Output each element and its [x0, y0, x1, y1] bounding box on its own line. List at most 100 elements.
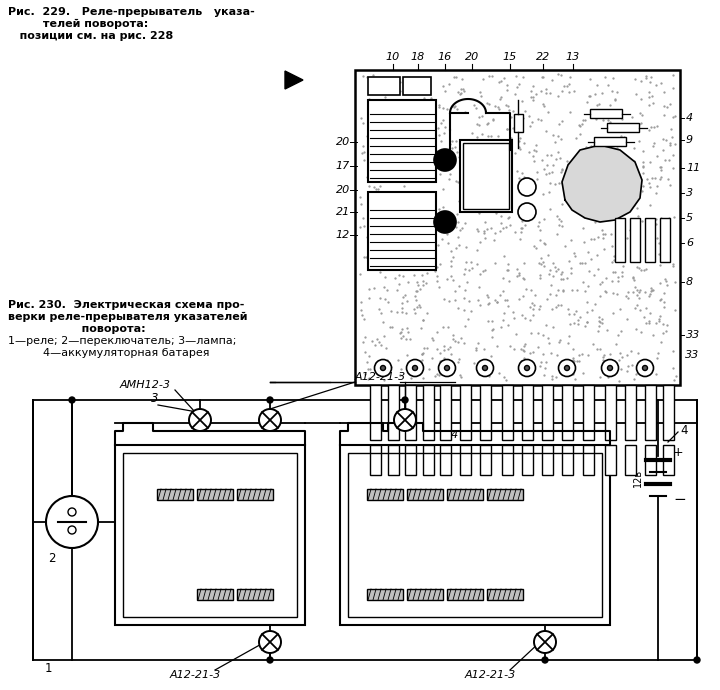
Point [384, 73, 395, 84]
Point [530, 146, 541, 157]
Point [442, 322, 454, 333]
Point [626, 120, 638, 131]
Point [375, 308, 387, 319]
Point [473, 144, 485, 155]
Circle shape [46, 496, 98, 548]
Point [667, 345, 678, 356]
Point [567, 353, 579, 364]
Point [647, 284, 658, 295]
Point [610, 238, 621, 249]
Point [487, 332, 498, 343]
Point [613, 355, 624, 366]
Point [594, 371, 606, 382]
Point [669, 139, 680, 150]
Point [505, 132, 517, 144]
Point [628, 273, 639, 284]
Point [528, 310, 539, 321]
Point [404, 333, 415, 344]
Point [545, 348, 557, 359]
Point [503, 135, 515, 146]
Point [397, 121, 408, 132]
Point [443, 238, 454, 249]
Point [492, 173, 504, 184]
Point [504, 220, 516, 231]
Point [516, 209, 527, 220]
Point [565, 268, 577, 279]
Point [544, 288, 556, 299]
Point [604, 117, 616, 128]
Point [505, 111, 517, 122]
Point [456, 222, 467, 233]
Point [415, 212, 427, 223]
Point [559, 240, 571, 251]
Bar [197, 589, 233, 600]
Point [570, 251, 581, 262]
Point [654, 293, 666, 304]
Point [377, 361, 388, 372]
Point [605, 99, 616, 110]
Point [582, 349, 594, 360]
Point [480, 233, 491, 244]
Point [621, 290, 632, 302]
Point [436, 234, 448, 245]
Point [482, 292, 493, 303]
Point [555, 133, 567, 144]
Point [525, 284, 536, 295]
Point [517, 167, 528, 178]
Bar [514, 114, 523, 132]
Point [420, 157, 431, 168]
Point [432, 122, 444, 133]
Point [402, 150, 414, 161]
Point [551, 210, 562, 221]
Point [460, 256, 472, 267]
Point [597, 351, 608, 362]
Bar [615, 218, 625, 262]
Point [556, 166, 567, 177]
Point [372, 248, 383, 259]
Point [449, 101, 460, 112]
Point [626, 359, 637, 370]
Point [562, 81, 573, 92]
Bar [463, 143, 509, 209]
Point [361, 171, 373, 182]
Bar [237, 489, 273, 500]
Point [439, 226, 451, 237]
Point [537, 99, 549, 110]
Point [543, 186, 554, 197]
Point [449, 286, 461, 297]
Point [455, 83, 467, 95]
Bar [625, 385, 636, 440]
Point [634, 285, 646, 296]
Point [657, 318, 669, 329]
Point [642, 173, 653, 184]
Point [629, 303, 641, 314]
Point [437, 115, 449, 126]
Point [622, 286, 634, 297]
Point [477, 74, 488, 85]
Point [462, 193, 474, 204]
Circle shape [413, 366, 418, 371]
Point [567, 284, 578, 295]
Point [413, 141, 425, 152]
Point [395, 86, 406, 97]
Point [441, 228, 453, 239]
Point [597, 115, 608, 126]
Point [540, 319, 552, 331]
Point [487, 115, 499, 126]
Point [511, 82, 523, 93]
Point [514, 362, 526, 373]
Bar [123, 453, 297, 617]
Point [667, 131, 678, 142]
Point [480, 264, 491, 275]
Point [556, 86, 567, 97]
Point [594, 141, 606, 152]
Point [417, 373, 428, 384]
Point [577, 276, 589, 287]
Point [513, 112, 524, 124]
Point [471, 224, 482, 235]
Point [577, 222, 589, 233]
Point [557, 177, 568, 188]
Bar [370, 445, 381, 475]
Point [631, 285, 643, 296]
Point [616, 159, 627, 170]
